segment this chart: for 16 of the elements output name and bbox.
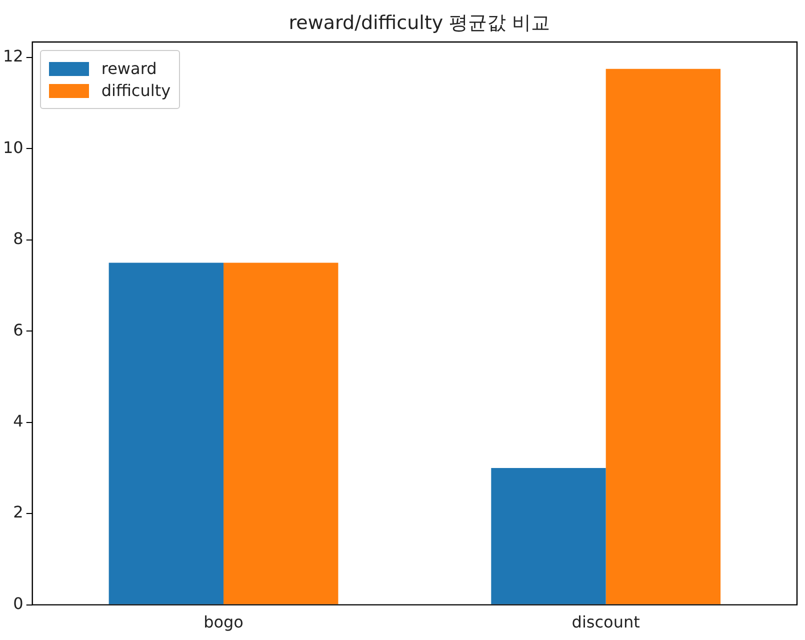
y-tick-label: 12 — [3, 46, 24, 66]
bar — [108, 262, 224, 604]
x-tick-label: discount — [572, 612, 640, 632]
chart-title: reward/difficulty 평균값 비교 — [288, 11, 552, 36]
legend-label: difficulty — [101, 81, 171, 100]
bar — [606, 68, 721, 604]
bar — [491, 468, 606, 604]
y-tick-label: 2 — [13, 502, 24, 522]
y-tick-label: 0 — [13, 594, 24, 613]
y-tick-label: 10 — [3, 138, 24, 157]
y-tick-label: 6 — [13, 320, 24, 340]
y-tick-label: 8 — [13, 229, 24, 248]
y-tick-label: 4 — [13, 412, 24, 431]
bar — [224, 262, 338, 604]
legend-label: reward — [101, 59, 157, 78]
x-tick-label: bogo — [204, 612, 244, 632]
